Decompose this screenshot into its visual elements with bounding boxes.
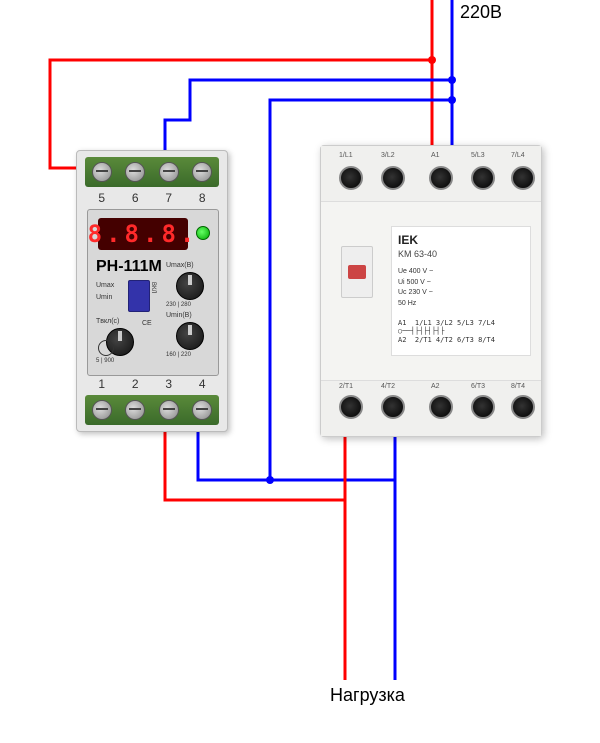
mode-switch[interactable] [128,280,150,312]
terminal-2 [125,400,145,420]
terminal-7 [159,162,179,182]
relay-top-terminals [85,157,219,187]
status-led [196,226,210,240]
relay-model: PH-111M [96,258,162,276]
hole-t1 [339,395,363,419]
junction-node [266,476,274,484]
relay-face: 8.8.8. PH-111M Umax Umin ВКЛ Umax(B) 230… [87,209,219,376]
hole-t2 [381,395,405,419]
relay-bot-numbers: 1 2 3 4 [85,377,219,391]
umin-knob[interactable] [176,322,204,350]
supply-label: 220В [460,2,502,23]
brand-label: IEK [398,233,524,247]
led-display: 8.8.8. [98,218,188,250]
hole-l1 [339,166,363,190]
terminal-5 [92,162,112,182]
contactor: 1/L1 3/L2 A1 5/L3 7/L4 IEK KM 63-40 Ue 4… [320,145,542,437]
hole-a2 [429,395,453,419]
terminal-6 [125,162,145,182]
indicator-window [341,246,373,298]
terminal-1 [92,400,112,420]
junction-node [448,76,456,84]
terminal-8 [192,162,212,182]
relay-bot-terminals [85,395,219,425]
voltage-relay: 5 6 7 8 8.8.8. PH-111M Umax Umin ВКЛ Uma… [76,150,228,432]
rating-plate: IEK KM 63-40 Ue 400 V ~ Ui 500 V ~ Uc 23… [391,226,531,356]
relay-top-numbers: 5 6 7 8 [85,191,219,205]
load-label: Нагрузка [330,685,405,706]
contactor-top: 1/L1 3/L2 A1 5/L3 7/L4 [321,146,541,202]
terminal-3 [159,400,179,420]
junction-node [448,96,456,104]
hole-t3 [471,395,495,419]
model-label: KM 63-40 [398,249,524,259]
junction-node [428,56,436,64]
terminal-4 [192,400,212,420]
contact-symbol: A1 1/L1 3/L2 5/L3 7/L4○──┤├┤├┤├┤├A2 2/T1… [398,319,524,344]
hole-l3 [471,166,495,190]
contactor-bot: 2/T1 4/T2 A2 6/T3 8/T4 [321,380,541,436]
hole-l2 [381,166,405,190]
brand-icon [98,340,114,356]
hole-t4 [511,395,535,419]
umax-knob[interactable] [176,272,204,300]
hole-a1 [429,166,453,190]
hole-l4 [511,166,535,190]
